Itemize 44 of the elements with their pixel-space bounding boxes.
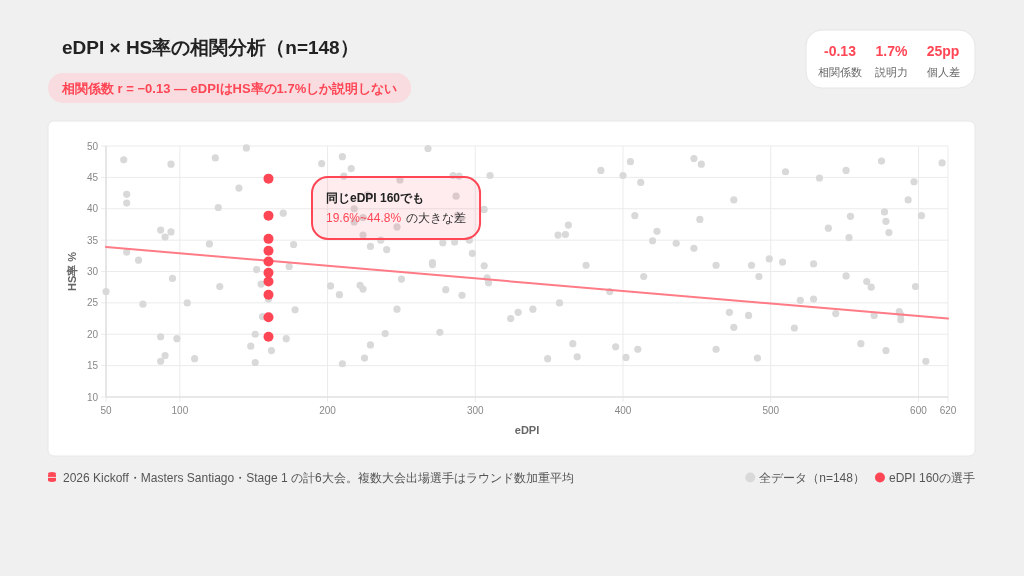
chart-title: eDPI × HS率の相関分析（n=148） [62, 37, 359, 58]
point [263, 267, 274, 278]
y-tick-label: 15 [86, 360, 99, 372]
y-tick-label: 10 [86, 391, 99, 403]
y-axis-title: HS率 % [66, 251, 78, 292]
point [263, 276, 274, 287]
x-tick-label: 500 [762, 405, 780, 416]
text: -0.13 [824, 43, 857, 59]
text: 説明力 [875, 66, 908, 78]
text: 1.7% [875, 43, 908, 59]
x-tick-label: 620 [939, 405, 957, 416]
y-tick-label: 35 [86, 234, 99, 246]
x-tick-label: 50 [100, 405, 112, 416]
x-axis-title: eDPI [514, 424, 540, 436]
annotation: 同じeDPI 160でも [326, 191, 425, 205]
callout: 同じeDPI 160でも 19.6%~44.8% の大きな差 [311, 176, 482, 240]
x-tick-label: 600 [910, 405, 928, 416]
legend-label: eDPI 160の選手 [888, 471, 975, 485]
x-tick-label: 100 [171, 405, 189, 416]
text: 相関係数 [818, 66, 862, 78]
point [263, 233, 274, 244]
x-tick-label: 300 [466, 405, 485, 416]
text: 個人差 [926, 66, 960, 78]
x-tick-label: 400 [614, 405, 632, 416]
y-tick-label: 30 [86, 266, 99, 277]
annotation: の大きな差 [406, 211, 467, 225]
point [263, 210, 274, 221]
point [263, 173, 274, 184]
point [263, 331, 274, 342]
point [263, 289, 274, 300]
x-tick-label: 200 [319, 405, 337, 416]
y-tick-label: 40 [86, 203, 99, 215]
text: 25pp [926, 43, 960, 59]
y-tick-label: 25 [86, 297, 99, 309]
y-tick-label: 20 [86, 328, 99, 340]
legend-label: 全データ（n=148） [759, 471, 865, 485]
chart-subtitle: 相関係数 r = −0.13 — eDPIはHS率の1.7%しか説明しない [61, 81, 398, 96]
point [263, 312, 274, 323]
text: 2026 Kickoff・Masters Santiago・Stage 1 の計6大会。複数大会出場選手はラウンド数加重平均 [63, 471, 574, 485]
point [263, 256, 274, 267]
annotation: 19.6%~44.8% [326, 211, 402, 225]
y-tick-label: 45 [86, 171, 99, 183]
y-tick-label: 50 [86, 140, 99, 152]
point [263, 245, 274, 256]
